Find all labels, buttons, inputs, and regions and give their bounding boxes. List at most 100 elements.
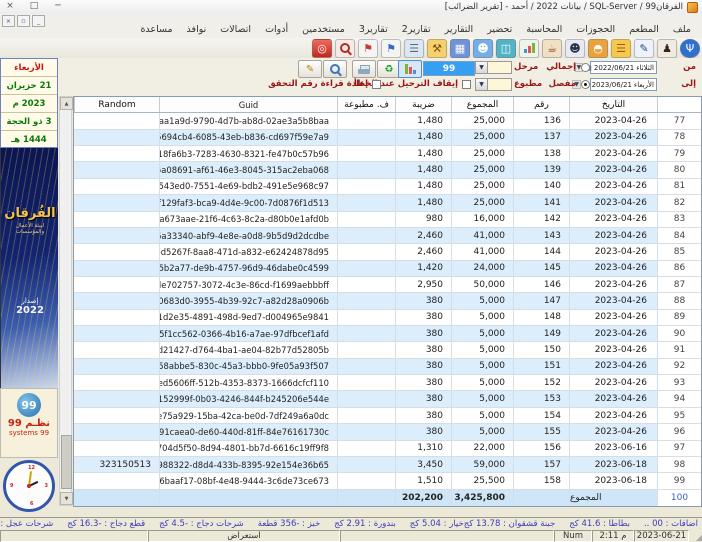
cell-printed[interactable] (337, 195, 395, 210)
cell-guid[interactable]: 5f1cc562-0366-4b16-a7ae-97dfbcef1afd (159, 326, 337, 341)
cell-total[interactable]: 5,000 (451, 293, 513, 308)
cell-random[interactable]: 323150513 (74, 457, 159, 472)
header-guid[interactable]: Guid (159, 97, 337, 112)
table-row[interactable]: 952023-04-261545,0003805e75a929-15ba-42c… (74, 408, 701, 424)
cell-printed[interactable] (337, 293, 395, 308)
cell-number[interactable]: 143 (513, 228, 569, 243)
cell-total[interactable]: 25,000 (451, 162, 513, 177)
cell-random[interactable] (74, 162, 159, 177)
cell-guid[interactable]: ed5606ff-512b-4353-8373-1666dcfcf110 (159, 375, 337, 390)
cell-random[interactable] (74, 146, 159, 161)
cell-total[interactable]: 5,000 (451, 359, 513, 374)
cell-total[interactable]: 5,000 (451, 391, 513, 406)
posted-combo[interactable]: ▼ (475, 61, 512, 74)
menu-item-8[interactable]: مستخدمين (295, 22, 352, 37)
menu-item-10[interactable]: اتصالات (213, 22, 258, 37)
cell-random[interactable] (74, 391, 159, 406)
cell-random[interactable] (74, 408, 159, 423)
cell-printed[interactable] (337, 359, 395, 374)
edit-button[interactable]: ✎ (298, 60, 322, 78)
cell-tax[interactable]: 1,480 (395, 113, 451, 128)
cell-i[interactable]: 99 (657, 473, 701, 488)
cell-random[interactable] (74, 441, 159, 456)
cell-number[interactable]: 145 (513, 261, 569, 276)
stop-on-error-label[interactable]: إيقاف الترحيل عند الخطأ (354, 79, 458, 89)
cell-printed[interactable] (337, 342, 395, 357)
cell-random[interactable] (74, 375, 159, 390)
cell-date[interactable]: 2023-04-26 (569, 310, 657, 325)
cell-date[interactable]: 2023-04-26 (569, 261, 657, 276)
cell-date[interactable]: 2023-04-26 (569, 162, 657, 177)
power-exit-icon[interactable]: ◎ (312, 39, 332, 58)
cell-i[interactable]: 77 (657, 113, 701, 128)
header-printed[interactable]: ف. مطبوعة (337, 97, 395, 112)
cell-number[interactable]: 150 (513, 342, 569, 357)
cell-total[interactable]: 5,000 (451, 424, 513, 439)
reread-check-label[interactable]: إعادة قراءة رقم التحقق (268, 79, 368, 89)
radio-total[interactable] (581, 63, 590, 72)
cell-total[interactable]: 5,000 (451, 342, 513, 357)
resize-grip-icon[interactable]: ◢ (689, 530, 702, 542)
cell-i[interactable]: 88 (657, 293, 701, 308)
cell-date[interactable]: 2023-04-26 (569, 228, 657, 243)
cell-guid[interactable]: 191caea0-de60-440d-81ff-84e76161730c (159, 424, 337, 439)
cell-i[interactable]: 98 (657, 457, 701, 472)
radio-detailed[interactable] (581, 80, 590, 89)
menu-item-4[interactable]: تحضير (480, 22, 519, 37)
cell-i[interactable]: 82 (657, 195, 701, 210)
cell-tax[interactable]: 380 (395, 326, 451, 341)
cell-tax[interactable]: 380 (395, 310, 451, 325)
header-tax[interactable]: ضريبة (395, 97, 451, 112)
cell-total[interactable]: 22,000 (451, 441, 513, 456)
table-row[interactable]: 802023-04-2613925,0001,48035a08691-af61-… (74, 162, 701, 178)
cell-i[interactable]: 94 (657, 391, 701, 406)
chart-view-button[interactable] (398, 60, 422, 78)
cell-number[interactable]: 151 (513, 359, 569, 374)
cell-i[interactable]: 92 (657, 359, 701, 374)
cell-guid[interactable]: a18fa6b3-7283-4630-8321-fe47b0c57b96 (159, 146, 337, 161)
cell-date[interactable]: 2023-06-18 (569, 457, 657, 472)
from-date-picker[interactable]: الثلاثاء 2022/06/21 ▦ ▼ (590, 61, 657, 74)
cell-printed[interactable] (337, 277, 395, 292)
cell-number[interactable]: 138 (513, 146, 569, 161)
cell-date[interactable]: 2023-04-26 (569, 408, 657, 423)
cell-number[interactable]: 155 (513, 424, 569, 439)
chevron-down-icon[interactable]: ▼ (475, 61, 488, 74)
cell-total[interactable]: 16,000 (451, 212, 513, 227)
scroll-down-icon[interactable]: ▼ (60, 492, 73, 505)
cell-i[interactable]: 90 (657, 326, 701, 341)
cell-total[interactable]: 25,500 (451, 473, 513, 488)
cell-date[interactable]: 2023-04-26 (569, 342, 657, 357)
cell-tax[interactable]: 1,510 (395, 473, 451, 488)
table-row[interactable]: 972023-06-1615622,0001,310704d5f50-8d94-… (74, 441, 701, 457)
cell-printed[interactable] (337, 457, 395, 472)
cell-i[interactable]: 84 (657, 228, 701, 243)
cell-random[interactable] (74, 326, 159, 341)
cell-guid[interactable]: 4a673aae-21f6-4c63-8c2a-d80b0e1afd0b (159, 212, 337, 227)
cell-tax[interactable]: 380 (395, 375, 451, 390)
mdi-restore-icon[interactable]: ▫ (17, 15, 30, 27)
cell-i[interactable]: 87 (657, 277, 701, 292)
cell-i[interactable]: 89 (657, 310, 701, 325)
cell-guid[interactable]: cbaa1a9d-9790-4d7b-ab8d-02ae3a5b8baa (159, 113, 337, 128)
cell-guid[interactable]: 4152999f-0b03-4246-844f-b245206e544e (159, 391, 337, 406)
cell-total[interactable]: 24,000 (451, 261, 513, 276)
cell-i[interactable]: 96 (657, 424, 701, 439)
cell-tax[interactable]: 380 (395, 391, 451, 406)
cell-tax[interactable]: 1,420 (395, 261, 451, 276)
cell-i[interactable]: 80 (657, 162, 701, 177)
menu-item-2[interactable]: الحجوزات (569, 22, 622, 37)
bookmark-red-icon[interactable]: ⚑ (358, 39, 378, 58)
cell-date[interactable]: 2023-04-26 (569, 244, 657, 259)
printed-combo[interactable]: ▼ (475, 78, 512, 91)
print-button[interactable] (352, 60, 376, 78)
waiter-icon[interactable]: ☻ (565, 39, 585, 58)
table-row[interactable]: 982023-06-1815759,0003,4508e988322-d8d4-… (74, 457, 701, 473)
cell-guid[interactable]: 8e988322-d8d4-433b-8395-92e154e36b65 (159, 457, 337, 472)
table-row[interactable]: 932023-04-261525,000380ed5606ff-512b-435… (74, 375, 701, 391)
cell-random[interactable] (74, 113, 159, 128)
cell-total[interactable]: 25,000 (451, 195, 513, 210)
table-row[interactable]: 822023-04-2614125,0001,480f129faf3-bca9-… (74, 195, 701, 211)
dish-cloche-icon[interactable]: ◓ (588, 39, 608, 58)
cell-random[interactable] (74, 310, 159, 325)
